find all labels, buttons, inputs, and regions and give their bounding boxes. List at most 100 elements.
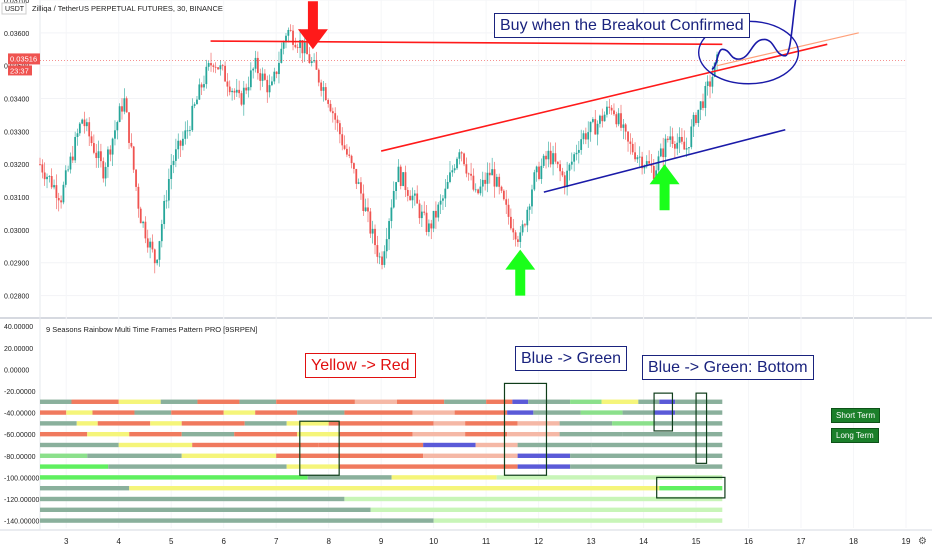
- highlight-box[interactable]: [653, 392, 674, 432]
- candle-body: [704, 85, 707, 108]
- resistance-line[interactable]: [210, 40, 723, 46]
- candle-body: [245, 87, 248, 91]
- candle-body: [538, 166, 540, 179]
- rainbow-segment: [559, 421, 613, 426]
- candle-body: [472, 175, 475, 190]
- candle-body: [324, 87, 327, 100]
- candle-body: [413, 193, 416, 196]
- rainbow-segment: [533, 410, 581, 415]
- rainbow-segment: [171, 410, 224, 415]
- candle-body: [481, 179, 484, 187]
- candle-body: [174, 149, 177, 161]
- indicator-tick-label: -40.00000: [4, 411, 36, 418]
- candle-body: [331, 111, 334, 114]
- candle-body: [446, 181, 449, 189]
- candle-body: [158, 241, 161, 260]
- candle-body: [299, 40, 301, 49]
- rainbow-segment: [87, 431, 130, 437]
- projection-line[interactable]: [716, 32, 859, 67]
- candle-body: [242, 87, 245, 105]
- candle-body: [128, 112, 130, 143]
- breakout-line[interactable]: [380, 43, 828, 152]
- indicator-tick-label: -100.00000: [4, 475, 40, 482]
- rainbow-segment: [181, 421, 245, 426]
- candle-body: [362, 193, 365, 212]
- rainbow-segment: [638, 399, 660, 404]
- forecast-curve[interactable]: [711, 0, 801, 70]
- candle-body: [662, 148, 665, 158]
- rainbow-segment: [328, 421, 434, 426]
- candle-body: [165, 200, 168, 202]
- candle-body: [109, 149, 112, 155]
- rainbow-segment: [92, 410, 135, 415]
- rainbow-segment: [423, 453, 518, 458]
- highlight-box[interactable]: [656, 476, 726, 499]
- candle-body: [233, 90, 236, 93]
- candle-body: [55, 185, 58, 198]
- candle-body: [493, 169, 496, 187]
- candle-body: [524, 224, 526, 226]
- rainbow-segment: [659, 399, 676, 404]
- settings-gear-icon: ⚙: [918, 536, 927, 547]
- highlight-box[interactable]: [695, 392, 708, 464]
- candle-body: [53, 185, 55, 188]
- rainbow-segment: [339, 431, 413, 437]
- candle-body: [552, 153, 554, 165]
- rainbow-segment: [276, 399, 355, 404]
- candle-body: [184, 130, 187, 139]
- candle-body: [603, 114, 606, 122]
- candle-body: [547, 150, 550, 160]
- countdown-label: 23:37: [10, 66, 29, 75]
- candle-body: [280, 48, 283, 63]
- time-tick-label: 12: [534, 537, 543, 546]
- candle-body: [210, 63, 212, 66]
- rainbow-segment: [40, 485, 130, 491]
- candle-body: [203, 84, 205, 88]
- candle-body: [584, 133, 587, 140]
- rainbow-segment: [234, 431, 298, 437]
- rainbow-segment: [622, 410, 655, 415]
- rainbow-segment: [40, 507, 371, 512]
- candle-body: [107, 149, 109, 167]
- candle-body: [406, 190, 409, 196]
- rainbow-segment: [66, 410, 93, 415]
- candle-body: [273, 71, 276, 82]
- candle-body: [526, 209, 529, 226]
- candle-body: [507, 204, 510, 217]
- candle-body: [278, 62, 280, 75]
- candle-body: [531, 189, 533, 207]
- candle-body: [360, 182, 362, 194]
- candle-body: [256, 57, 259, 74]
- rainbow-segment: [454, 410, 508, 415]
- support-line[interactable]: [543, 128, 786, 193]
- candle-body: [193, 104, 196, 106]
- candle-body: [655, 170, 658, 180]
- rainbow-segment: [396, 399, 445, 404]
- candle-body: [402, 172, 405, 186]
- candle-body: [249, 70, 252, 88]
- candle-body: [100, 151, 102, 162]
- highlight-box[interactable]: [503, 382, 548, 476]
- candle-body: [170, 165, 173, 180]
- candle-body: [669, 136, 672, 140]
- candle-body: [271, 81, 273, 86]
- time-tick-label: 10: [429, 537, 438, 546]
- countdown-tag: [8, 65, 32, 76]
- rainbow-segment: [486, 399, 513, 404]
- highlight-box[interactable]: [299, 420, 340, 476]
- candle-body: [296, 47, 299, 49]
- candle-body: [198, 84, 201, 100]
- candle-body: [638, 156, 641, 158]
- last-price-tag: [8, 53, 40, 65]
- rainbow-segment: [297, 431, 340, 437]
- candle-body: [435, 210, 437, 218]
- candle-body: [521, 224, 524, 233]
- candle-body: [121, 106, 123, 112]
- candle-body: [540, 165, 543, 179]
- rainbow-segment: [475, 442, 518, 448]
- price-tick-label: 0.03400: [4, 97, 29, 104]
- rainbow-segment: [181, 453, 277, 458]
